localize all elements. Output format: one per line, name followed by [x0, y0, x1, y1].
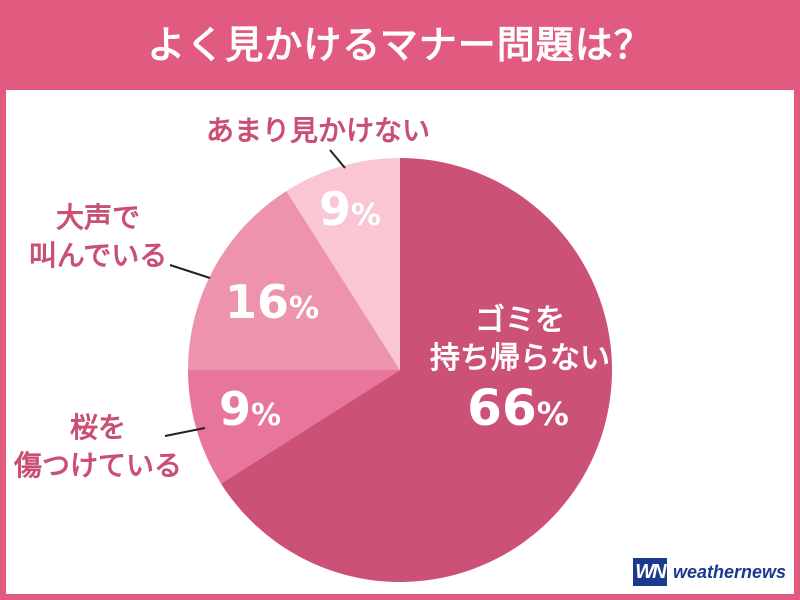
leader-line: [169, 264, 211, 279]
pie-slice-3: [188, 191, 400, 370]
weathernews-logo-text: weathernews: [672, 561, 786, 582]
pie-slice-1: [221, 158, 612, 582]
title-bar: よく見かけるマナー問題は？: [0, 0, 800, 90]
pie-slice-category-label: 叫んでいる: [29, 239, 168, 272]
pie-slice-value-label: 16%: [225, 275, 319, 329]
weathernews-logo-mark: WN: [632, 558, 667, 586]
weathernews-logo: WN weathernews: [632, 558, 786, 586]
pie-slice-category-label: ゴミを: [475, 303, 565, 338]
pie-slice-value-label: 9%: [219, 382, 281, 436]
pie-slice-value-label: 9%: [319, 182, 381, 236]
pie-slice-category-label: 持ち帰らない: [430, 341, 610, 376]
chart-title: よく見かけるマナー問題は？: [147, 23, 653, 67]
pie-slice-value-label: 66%: [467, 379, 569, 437]
pie-slice-category-label: 大声で: [56, 201, 140, 234]
pie-slice-4: [286, 158, 400, 370]
pie-slice-category-label: 桜を: [70, 411, 126, 444]
pie-slice-category-label: あまり見かけない: [206, 114, 430, 147]
leader-line: [329, 149, 346, 169]
pie-slice-2: [188, 370, 400, 484]
pie-slice-category-label: 傷つけている: [13, 449, 182, 482]
leader-line: [164, 427, 206, 437]
